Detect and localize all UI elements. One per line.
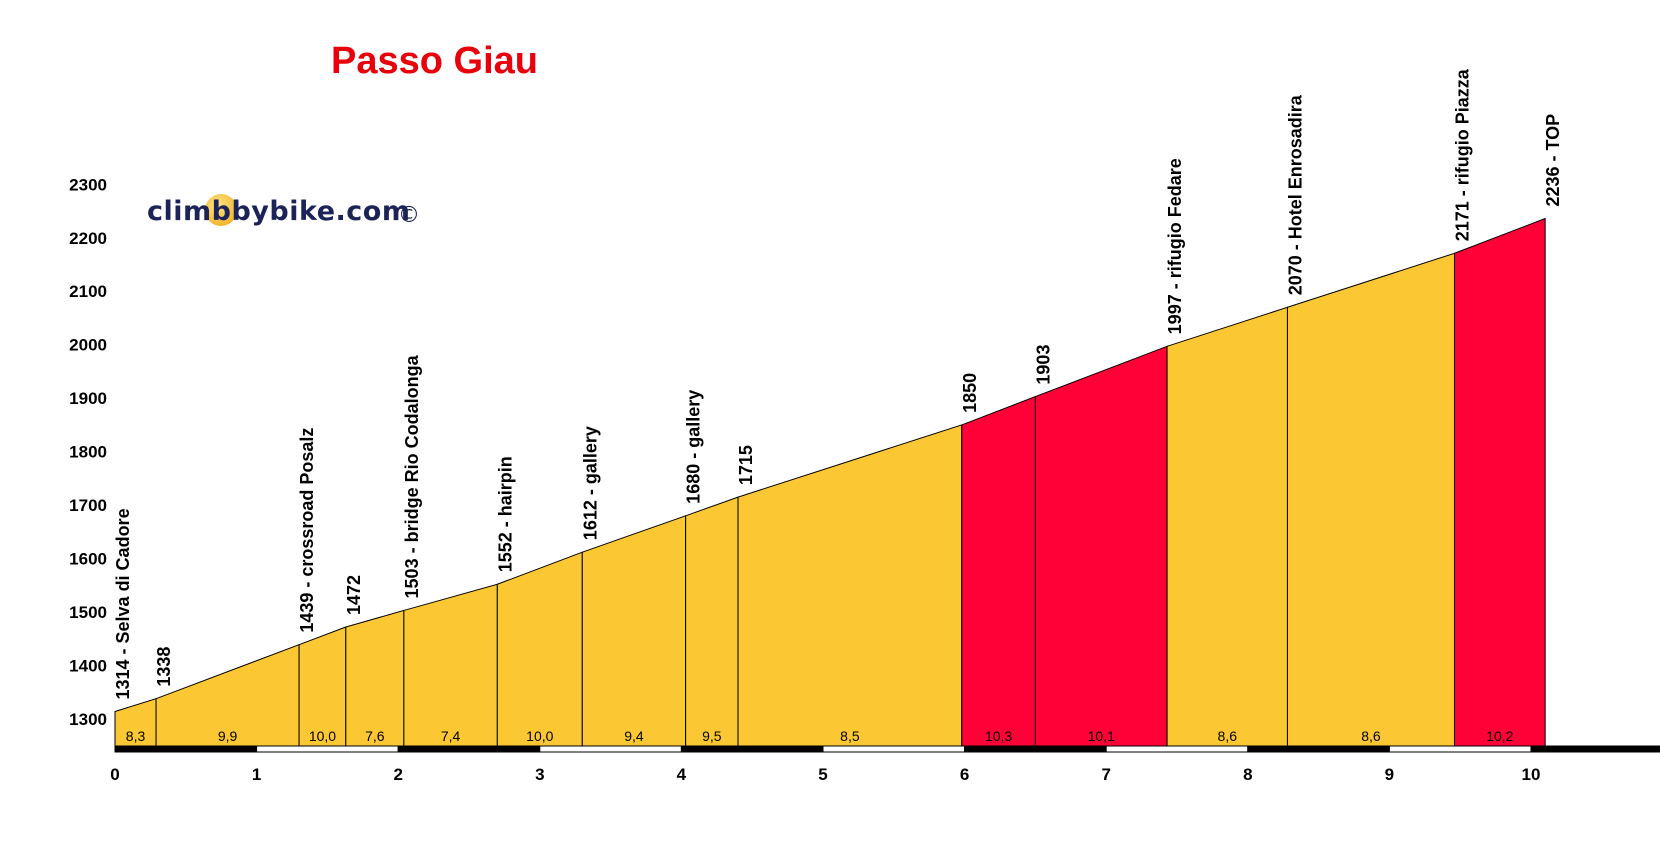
x-tick-label: 6 xyxy=(960,765,969,784)
y-tick-label: 1300 xyxy=(69,710,107,729)
x-axis-band xyxy=(680,745,824,753)
y-tick-label: 1500 xyxy=(69,603,107,622)
copyright-mark: © xyxy=(398,203,420,228)
segment-gradient-label: 10,0 xyxy=(309,728,336,744)
y-tick-label: 2200 xyxy=(69,229,107,248)
segment-gradient-label: 8,5 xyxy=(840,728,860,744)
y-tick-label: 2300 xyxy=(69,175,107,194)
waypoint-label: 1680 - gallery xyxy=(684,390,704,504)
gradient-segment xyxy=(737,424,963,749)
segment-gradient-label: 9,4 xyxy=(624,728,644,744)
segment-gradient-label: 8,3 xyxy=(126,728,146,744)
x-axis-band xyxy=(256,745,399,753)
x-tick-label: 8 xyxy=(1243,765,1252,784)
x-axis-band xyxy=(1247,745,1390,753)
x-tick-label: 1 xyxy=(252,765,261,784)
x-tick-label: 7 xyxy=(1101,765,1110,784)
waypoint-label: 1715 xyxy=(736,445,756,485)
gradient-segment xyxy=(1454,217,1546,749)
segment-gradient-label: 10,1 xyxy=(1088,728,1115,744)
waypoint-label: 1552 - hairpin xyxy=(495,456,515,572)
segment-gradient-label: 9,5 xyxy=(702,728,722,744)
gradient-segment xyxy=(403,583,498,749)
x-tick-label: 2 xyxy=(393,765,402,784)
x-tick-label: 9 xyxy=(1385,765,1394,784)
segment-gradient-label: 10,0 xyxy=(526,728,553,744)
y-tick-label: 2100 xyxy=(69,282,107,301)
x-axis-band xyxy=(1388,745,1532,753)
x-axis-band xyxy=(964,745,1107,753)
x-tick-label: 0 xyxy=(110,765,119,784)
segment-gradient-label: 8,6 xyxy=(1218,728,1238,744)
y-tick-label: 1600 xyxy=(69,550,107,569)
waypoint-label: 1314 - Selva di Cadore xyxy=(113,508,133,699)
y-tick-label: 2000 xyxy=(69,336,107,355)
y-tick-label: 1400 xyxy=(69,657,107,676)
waypoint-label: 2236 - TOP xyxy=(1543,114,1563,207)
segment-gradient-label: 9,9 xyxy=(218,728,238,744)
waypoint-label: 1903 xyxy=(1033,345,1053,385)
chart-title: Passo Giau xyxy=(331,40,538,82)
gradient-segment xyxy=(581,515,687,749)
x-axis-band xyxy=(1105,745,1249,753)
segment-gradient-label: 7,4 xyxy=(441,728,461,744)
x-tick-label: 5 xyxy=(818,765,827,784)
waypoint-label: 1472 xyxy=(344,575,364,615)
waypoint-label: 1503 - bridge Rio Codalonga xyxy=(402,354,422,598)
waypoint-label: 1850 xyxy=(960,373,980,413)
segment-gradient-label: 10,3 xyxy=(985,728,1012,744)
x-tick-label: 4 xyxy=(677,765,687,784)
x-tick-label: 3 xyxy=(535,765,544,784)
waypoint-label: 1338 xyxy=(154,647,174,687)
waypoint-label: 1997 - rifugio Fedare xyxy=(1165,158,1185,334)
gradient-segment xyxy=(496,551,583,749)
segment-gradient-label: 10,2 xyxy=(1486,728,1513,744)
x-axis-band xyxy=(1530,745,1660,753)
x-axis-band xyxy=(397,745,541,753)
y-tick-label: 1700 xyxy=(69,496,107,515)
x-axis-band xyxy=(822,745,966,753)
x-axis-line xyxy=(114,745,1656,753)
gradient-segment xyxy=(961,395,1036,749)
cyclist-logo-icon xyxy=(205,194,237,226)
gradient-segment xyxy=(1166,306,1288,749)
segment-gradient-label: 8,6 xyxy=(1361,728,1381,744)
segment-gradient-label: 7,6 xyxy=(365,728,385,744)
site-logo: climbbybike.com xyxy=(147,196,411,227)
y-tick-label: 1900 xyxy=(69,389,107,408)
waypoint-label: 2070 - Hotel Enrosadira xyxy=(1285,94,1305,295)
waypoint-label: 1612 - gallery xyxy=(580,426,600,540)
y-tick-label: 1800 xyxy=(69,443,107,462)
waypoint-label: 1439 - crossroad Posalz xyxy=(297,428,317,633)
gradient-segment xyxy=(1034,345,1168,749)
x-tick-label: 10 xyxy=(1522,765,1541,784)
gradient-segment xyxy=(685,496,739,749)
waypoint-label: 2171 - rifugio Piazza xyxy=(1453,68,1473,241)
gradient-segment xyxy=(1286,252,1456,749)
x-axis-band xyxy=(539,745,682,753)
x-axis-band xyxy=(114,745,258,753)
